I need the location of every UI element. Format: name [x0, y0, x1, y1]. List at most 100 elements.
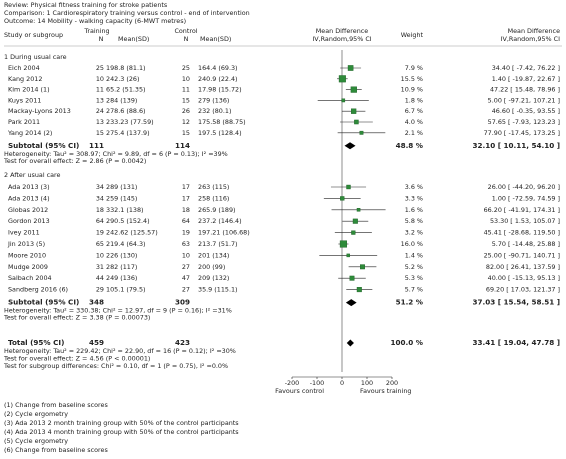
training-mean: 289 (131) [106, 183, 137, 191]
weight: 1.8 % [405, 96, 423, 104]
effect-square [360, 264, 365, 270]
header: IV,Random,95% CI [312, 35, 371, 43]
control-n: 10 [182, 251, 190, 259]
training-n: 11 [96, 86, 104, 94]
overall-effect: Test for overall effect: Z = 2.86 (P = 0… [3, 157, 146, 165]
control-n: 19 [182, 229, 190, 237]
study-name: Gordon 2013 [8, 217, 50, 225]
effect-label: 77.90 [ -17.45, 173.25 ] [484, 129, 560, 137]
effect-square [340, 196, 345, 201]
study-name: Park 2011 [8, 118, 40, 126]
control-mean: 200 (99) [198, 263, 225, 271]
training-mean: 226 (130) [106, 251, 137, 259]
effect-square [341, 98, 346, 103]
control-n: 27 [182, 286, 190, 294]
training-n: 34 [96, 183, 104, 191]
control-n: 11 [182, 86, 190, 94]
effect-square [339, 240, 347, 248]
footnote: (4) Ada 2013 4 month training group with… [4, 428, 239, 436]
effect-label: 40.00 [ -15.13, 95.13 ] [488, 274, 560, 282]
study-name: Yang 2014 (2) [7, 129, 52, 137]
training-mean: 278.6 (88.6) [106, 107, 146, 115]
training-mean: 233.23 (77.59) [106, 118, 154, 126]
training-n: 18 [96, 206, 104, 214]
x-tick-label: -100 [310, 379, 325, 387]
weight: 7.9 % [405, 64, 423, 72]
control-mean: 35.9 (115.1) [198, 286, 238, 294]
training-n: 348 [89, 298, 104, 307]
weight: 3.6 % [405, 183, 423, 191]
effect-label: 45.41 [ -28.68, 119.50 ] [484, 229, 560, 237]
control-mean: 213.7 (51.7) [198, 240, 238, 248]
overall-effect: Test for overall effect: Z = 3.38 (P = 0… [3, 314, 150, 322]
study-name: Ada 2013 (4) [8, 194, 50, 202]
control-mean: 201 (134) [198, 251, 229, 259]
study-name: Subtotal (95% CI) [8, 141, 79, 150]
control-mean: 197.21 (106.68) [198, 229, 250, 237]
weight: 51.2 % [396, 298, 423, 307]
training-n: 29 [96, 286, 104, 294]
effect-square [354, 119, 359, 125]
group-title: 1 During usual care [4, 53, 67, 61]
training-mean: 105.1 (79.5) [106, 286, 146, 294]
control-mean: 232 (80.1) [198, 107, 231, 115]
training-mean: 198.8 (81.1) [106, 64, 146, 72]
effect-square [347, 65, 354, 71]
control-n: 25 [182, 64, 190, 72]
effect-label: 82.00 [ 26.41, 137.59 ] [486, 263, 560, 271]
study-name: Ada 2013 (3) [8, 183, 50, 191]
effect-label: 5.70 [ -14.48, 25.88 ] [492, 240, 560, 248]
effect-square [351, 108, 357, 114]
pooled-diamond [346, 339, 354, 347]
x-tick-label: -200 [285, 379, 300, 387]
effect-square [350, 86, 357, 93]
training-n: 65 [96, 240, 104, 248]
footnote: (6) Change from baseline scores [4, 446, 108, 454]
footnote: (3) Ada 2013 2 month training group with… [4, 419, 239, 427]
control-mean: 197.5 (128.4) [198, 129, 242, 137]
effect-label: 1.40 [ -19.87, 22.67 ] [492, 75, 560, 83]
effect-label: 53.30 [ 1.53, 105.07 ] [490, 217, 560, 225]
control-mean: 17.98 (15.72) [198, 86, 242, 94]
study-name: Mudge 2009 [8, 263, 48, 271]
weight: 5.7 % [405, 286, 423, 294]
control-mean: 175.58 (88.75) [198, 118, 246, 126]
group-title: 2 After usual care [4, 171, 61, 179]
total-note: Heterogeneity: Tau² = 229.42; Chi² = 22.… [4, 347, 236, 355]
study-name: Ivey 2011 [8, 229, 40, 237]
control-n: 10 [182, 75, 190, 83]
weight: 15.5 % [401, 75, 423, 83]
weight: 5.3 % [405, 274, 423, 282]
weight: 5.8 % [405, 217, 423, 225]
weight: 5.2 % [405, 263, 423, 271]
study-name: Kang 2012 [8, 75, 42, 83]
weight: 2.1 % [405, 129, 423, 137]
training-mean: 290.5 (152.4) [106, 217, 150, 225]
study-name: Eich 2004 [8, 64, 40, 72]
study-name: Globas 2012 [8, 206, 48, 214]
x-tick-label: 100 [361, 379, 373, 387]
training-mean: 332.1 (138) [106, 206, 144, 214]
weight: 10.9 % [401, 86, 423, 94]
effect-square [356, 208, 361, 212]
study-name: Kuys 2011 [8, 96, 41, 104]
effect-label: 33.41 [ 19.04, 47.78 ] [472, 338, 560, 347]
heterogeneity: Heterogeneity: Tau² = 330.38; Chi² = 12.… [4, 307, 232, 315]
training-mean: 65.2 (51.35) [106, 86, 146, 94]
review: Review: Physical fitness training for st… [4, 1, 168, 9]
weight: 4.0 % [405, 118, 423, 126]
effect-label: 32.10 [ 10.11, 54.10 ] [472, 141, 560, 150]
effect-label: 69.20 [ 17.03, 121.37 ] [486, 286, 560, 294]
effect-label: 25.00 [ -90.71, 140.71 ] [484, 251, 560, 259]
study-name: Subtotal (95% CI) [8, 298, 79, 307]
control-mean: 164.4 (69.3) [198, 64, 238, 72]
footnote: (5) Cycle ergometry [4, 437, 68, 445]
study-name: Kim 2014 (1) [8, 86, 50, 94]
control-mean: 240.9 (22.4) [198, 75, 238, 83]
pooled-diamond [344, 142, 356, 150]
header: Mean Difference [316, 27, 368, 35]
study-name: Sandberg 2016 (6) [8, 286, 68, 294]
footnote: (1) Change from baseline scores [4, 401, 108, 409]
control-n: 63 [182, 240, 190, 248]
